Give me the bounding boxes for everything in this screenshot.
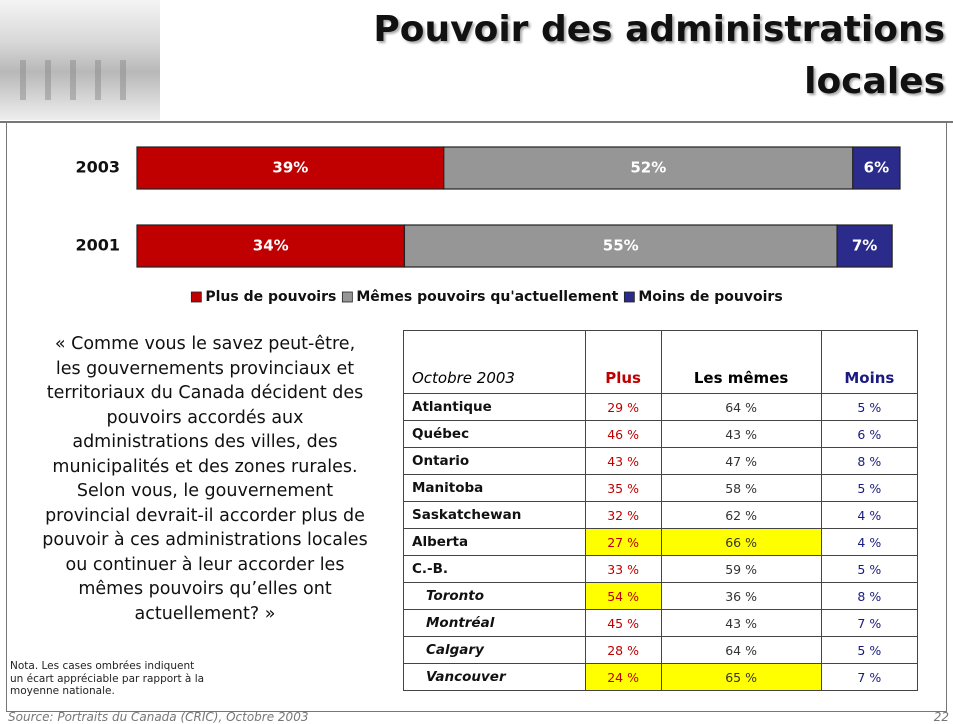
- table-cell: 64 %: [661, 637, 821, 664]
- table-cell: 24 %: [585, 664, 661, 691]
- row-label: Atlantique: [404, 394, 586, 421]
- row-label: Québec: [404, 421, 586, 448]
- y-tick-label: 2003: [75, 158, 120, 177]
- row-label: Toronto: [404, 583, 586, 610]
- table-cell: 66 %: [661, 529, 821, 556]
- table-cell: 65 %: [661, 664, 821, 691]
- row-label: Manitoba: [404, 475, 586, 502]
- column-header: Plus: [585, 331, 661, 394]
- row-label: Saskatchewan: [404, 502, 586, 529]
- table-cell: 27 %: [585, 529, 661, 556]
- table-cell: 58 %: [661, 475, 821, 502]
- table-cell: 28 %: [585, 637, 661, 664]
- column-header: Les mêmes: [661, 331, 821, 394]
- legend-swatch: [191, 292, 201, 302]
- table-cell: 7 %: [821, 664, 917, 691]
- table-cell: 46 %: [585, 421, 661, 448]
- row-label: Alberta: [404, 529, 586, 556]
- data-label: 52%: [630, 159, 666, 177]
- table-cell: 5 %: [821, 637, 917, 664]
- header-image: [0, 0, 160, 120]
- header-rule: [0, 121, 953, 123]
- table-cell: 4 %: [821, 529, 917, 556]
- page-number: 22: [934, 710, 949, 724]
- table-cell: 54 %: [585, 583, 661, 610]
- table-cell: 5 %: [821, 394, 917, 421]
- table-cell: 4 %: [821, 502, 917, 529]
- legend-label: Plus de pouvoirs: [205, 289, 336, 305]
- table-cell: 6 %: [821, 421, 917, 448]
- question: « Comme vous le savez peut-être, les gou…: [40, 332, 370, 626]
- source: Source: Portraits du Canada (CRIC), Octo…: [8, 710, 308, 724]
- table-cell: 5 %: [821, 475, 917, 502]
- table-cell: 5 %: [821, 556, 917, 583]
- table-cell: 45 %: [585, 610, 661, 637]
- table-cell: 8 %: [821, 583, 917, 610]
- data-label: 7%: [852, 237, 877, 255]
- table-cell: 43 %: [585, 448, 661, 475]
- table-cell: 36 %: [661, 583, 821, 610]
- chart: 2003 39% 52% 6% 2001 34% 55% 7% Plus de pouvoirs…: [0, 125, 953, 315]
- table-cell: 29 %: [585, 394, 661, 421]
- legend: Plus de pouvoirs Mêmes pouvoirs qu'actuel…: [191, 289, 782, 305]
- table-cell: 62 %: [661, 502, 821, 529]
- column-header: Moins: [821, 331, 917, 394]
- table-cell: 43 %: [661, 610, 821, 637]
- table-cell: 33 %: [585, 556, 661, 583]
- data-label: 6%: [864, 159, 889, 177]
- data-label: 55%: [603, 237, 639, 255]
- data-label: 34%: [253, 237, 289, 255]
- table-cell: 32 %: [585, 502, 661, 529]
- row-label: Montréal: [404, 610, 586, 637]
- legend-label: Mêmes pouvoirs qu'actuellement: [356, 289, 618, 305]
- row-label: C.-B.: [404, 556, 586, 583]
- table-cell: 35 %: [585, 475, 661, 502]
- data-label: 39%: [272, 159, 308, 177]
- slide: Pouvoir des administrations locales 2003…: [0, 0, 953, 723]
- column-header: Octobre 2003: [404, 331, 586, 394]
- table-cell: 47 %: [661, 448, 821, 475]
- legend-swatch: [624, 292, 634, 302]
- table-cell: 59 %: [661, 556, 821, 583]
- legend-swatch: [342, 292, 352, 302]
- title: Pouvoir des administrations locales: [245, 4, 945, 108]
- row-label: Calgary: [404, 637, 586, 664]
- table-cell: 7 %: [821, 610, 917, 637]
- table-cell: 43 %: [661, 421, 821, 448]
- row-label: Ontario: [404, 448, 586, 475]
- table-cell: 8 %: [821, 448, 917, 475]
- note: Nota. Les cases ombrées indiquent un éca…: [10, 660, 210, 698]
- y-tick-label: 2001: [75, 236, 120, 255]
- legend-label: Moins de pouvoirs: [638, 289, 782, 305]
- table-cell: 64 %: [661, 394, 821, 421]
- row-label: Vancouver: [404, 664, 586, 691]
- table-row: C.-B.33 %59 %5 %: [404, 556, 918, 583]
